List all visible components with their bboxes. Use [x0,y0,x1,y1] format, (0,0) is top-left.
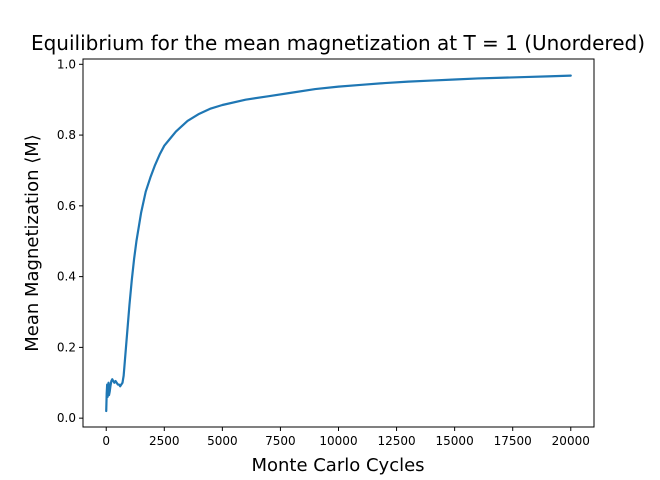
y-axis-title: Mean Magnetization ⟨M⟩ [22,134,43,352]
y-tick-label-5: 1.0 [57,57,76,71]
x-tick-label-2: 5000 [207,434,238,448]
x-tick-label-8: 20000 [552,434,590,448]
x-tick-label-4: 10000 [319,434,357,448]
y-tick-label-2: 0.4 [57,270,76,284]
plot-frame [82,58,595,428]
chart-title: Equilibrium for the mean magnetization a… [31,31,645,55]
x-tick-label-7: 17500 [494,434,532,448]
x-tick-label-1: 2500 [149,434,180,448]
x-tick-label-0: 0 [102,434,110,448]
series-line-0 [105,74,572,413]
x-axis-title: Monte Carlo Cycles [251,455,424,476]
y-tick-label-1: 0.2 [57,340,76,354]
y-tick-label-0: 0.0 [57,411,76,425]
y-tick-label-3: 0.6 [57,199,76,213]
x-tick-label-5: 12500 [377,434,415,448]
x-tick-label-3: 7500 [265,434,296,448]
x-tick-label-6: 15000 [436,434,474,448]
y-tick-label-4: 0.8 [57,128,76,142]
plot-area: 0 2500 5000 7500 10000 12500 15000 17500 20000 0.… [57,57,595,448]
